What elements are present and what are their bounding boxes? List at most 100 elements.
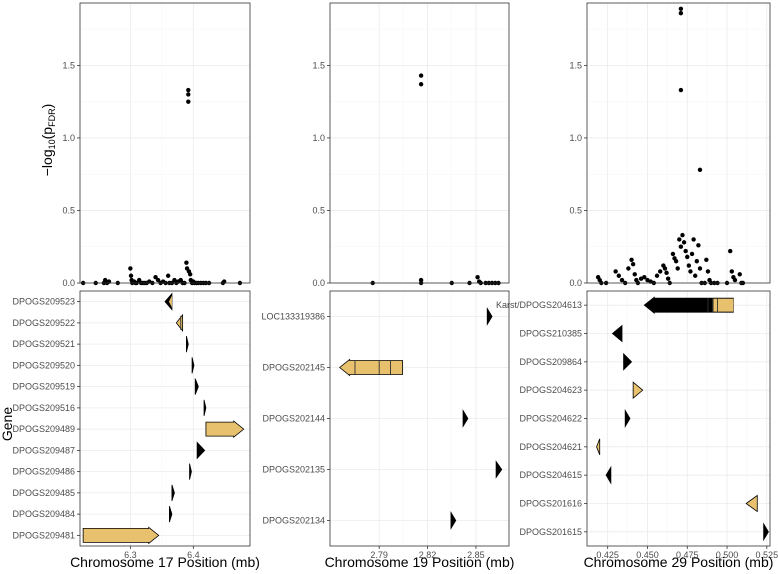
- gene-label: DPOGS204615: [519, 470, 582, 480]
- gene-arrow: [196, 441, 206, 460]
- gene-panel-2: LOC133319386 DPOGS202145 DPOGS202144 DPOGS2…: [261, 290, 515, 570]
- x-tick-label: 0.475: [676, 550, 699, 560]
- x-tick-label: 0.525: [756, 550, 778, 560]
- gene-arrow: [339, 358, 403, 377]
- gene-arrow: [194, 378, 199, 395]
- gene-arrow: [205, 420, 245, 438]
- data-point: [184, 260, 189, 265]
- x-tick-label: 6.3: [124, 550, 137, 560]
- y-tick-label: 1.5: [62, 60, 75, 70]
- gene-arrow: [171, 484, 175, 501]
- data-point: [677, 237, 682, 242]
- data-point: [629, 257, 634, 262]
- gene-arrow: [191, 357, 195, 374]
- x-tick-label: 0.450: [636, 550, 659, 560]
- gene-frame: [79, 290, 251, 547]
- y-tick-label: 1.5: [569, 60, 582, 70]
- gene-frame: [586, 290, 771, 547]
- gene-label: DPOGS204623: [519, 385, 582, 395]
- data-point: [691, 237, 696, 242]
- gene-arrow: [495, 460, 503, 479]
- data-point: [737, 272, 742, 277]
- panel-1: 0.00.51.01.5DPOGS209523DPOGS209522DPOGS2…: [12, 2, 260, 570]
- data-point: [729, 269, 735, 274]
- gene-label: DPOGS201615: [519, 527, 582, 537]
- y-title-main: −log: [39, 149, 55, 176]
- data-point: [678, 244, 684, 249]
- data-point: [685, 254, 690, 260]
- gene-label: DPOGS209523: [12, 297, 75, 307]
- y-tick-label: 1.0: [569, 133, 582, 143]
- y-title-paren: (p: [39, 127, 55, 140]
- data-point: [686, 263, 692, 268]
- data-point: [418, 82, 424, 87]
- scatter-frame: [79, 2, 251, 284]
- gene-label: DPOGS202135: [262, 465, 325, 475]
- data-point: [705, 269, 711, 274]
- data-point: [689, 251, 695, 257]
- y-tick-label: 0.0: [569, 278, 582, 288]
- panel-2: 0.0 0.5 1.0 1.5 LOC133319386 DPOGS202145 DPOGS…: [261, 2, 515, 570]
- scatter-background: [80, 3, 250, 283]
- data-point: [632, 272, 637, 277]
- gene-label: DPOGS209485: [12, 488, 75, 498]
- y-tick-label: 1.0: [312, 133, 325, 143]
- x-tick-label: 6.4: [187, 550, 200, 560]
- data-point: [626, 266, 631, 271]
- y-tick-label: 1.5: [312, 60, 325, 70]
- data-point: [678, 10, 684, 16]
- gene-arrow: [632, 381, 644, 400]
- x-tick-label: 2.79: [370, 550, 388, 560]
- gene-panel-1: DPOGS209523 DPOGS209522 DPOGS209521 DPOGS20…: [12, 290, 260, 570]
- data-point: [128, 273, 134, 278]
- gene-arrow: [605, 465, 612, 485]
- gene-label: DPOGS202144: [262, 414, 325, 424]
- data-point: [697, 266, 703, 271]
- data-point: [128, 266, 133, 271]
- gene-segment: [713, 298, 734, 312]
- gene-label: DPOGS209521: [12, 339, 75, 349]
- gene-label: DPOGS204622: [519, 414, 582, 424]
- gene-arrow: [462, 409, 469, 428]
- data-point: [678, 87, 684, 93]
- x-axis-title: Chromosome 29 Position (mb): [584, 554, 774, 570]
- gene-arrow: [189, 463, 192, 480]
- gene-label: LOC133319386: [261, 312, 325, 322]
- data-point: [616, 273, 622, 278]
- gene-panel-3: Karst/DPOGS204613 DPOGS210385 DPOGS209864 D…: [496, 290, 778, 570]
- data-point: [664, 270, 669, 276]
- x-tick-label: 0.500: [716, 550, 739, 560]
- gene-label: DPOGS209486: [12, 467, 75, 477]
- gene-label: DPOGS209520: [12, 360, 75, 370]
- data-point: [688, 269, 693, 274]
- gene-label: DPOGS209489: [12, 424, 75, 434]
- data-point: [678, 6, 684, 12]
- x-axis-title: Chromosome 19 Position (mb): [325, 554, 515, 570]
- gene-label: DPOGS201616: [519, 499, 582, 509]
- gene-label: DPOGS204621: [519, 442, 582, 452]
- svg-text:−log10(pFDR): −log10(pFDR): [39, 104, 57, 177]
- data-point: [732, 277, 738, 283]
- gene-label: DPOGS209519: [12, 382, 75, 392]
- data-point: [697, 167, 703, 173]
- data-point: [681, 240, 687, 245]
- data-point: [704, 257, 709, 262]
- gene-arrow: [623, 352, 633, 371]
- data-point: [165, 273, 171, 278]
- data-point: [418, 73, 424, 78]
- scatter-panel-3: 0.0 0.5 1.0 1.5: [569, 2, 771, 288]
- y-tick-label: 0.5: [62, 205, 75, 215]
- gene-background: [80, 291, 250, 546]
- data-point: [613, 269, 618, 274]
- gene-label: DPOGS202145: [262, 363, 325, 373]
- data-point: [728, 248, 733, 254]
- data-point: [680, 232, 685, 238]
- gene-label: DPOGS210385: [519, 329, 582, 339]
- scatter-background: [330, 3, 509, 283]
- y-title-fdr: FDR: [47, 108, 57, 127]
- data-point: [670, 251, 676, 257]
- gene-label: DPOGS202134: [262, 516, 325, 526]
- y-tick-label: 0.0: [62, 278, 75, 288]
- x-tick-label: 0.425: [596, 550, 619, 560]
